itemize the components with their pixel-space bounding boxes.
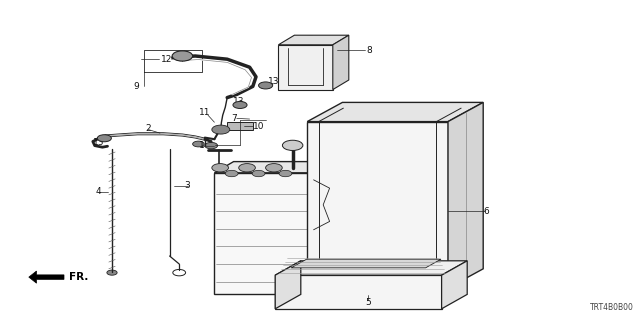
Polygon shape — [307, 122, 448, 288]
Circle shape — [330, 264, 340, 269]
Polygon shape — [442, 261, 467, 309]
Polygon shape — [275, 261, 467, 275]
Text: 13: 13 — [268, 77, 279, 86]
Circle shape — [233, 101, 247, 108]
Text: FR.: FR. — [69, 272, 88, 282]
Circle shape — [205, 142, 218, 149]
Text: 13: 13 — [233, 97, 244, 106]
Polygon shape — [278, 45, 333, 90]
Text: 13: 13 — [93, 138, 105, 147]
Polygon shape — [314, 162, 333, 294]
Circle shape — [212, 125, 230, 134]
Polygon shape — [29, 271, 64, 283]
Circle shape — [172, 51, 193, 61]
Circle shape — [383, 264, 394, 269]
Circle shape — [212, 164, 228, 172]
Circle shape — [97, 135, 111, 142]
Circle shape — [252, 170, 265, 177]
Polygon shape — [278, 35, 349, 45]
Polygon shape — [227, 122, 253, 130]
Text: 1: 1 — [199, 141, 204, 150]
Text: 5: 5 — [365, 298, 371, 307]
Circle shape — [259, 82, 273, 89]
Text: 8: 8 — [367, 46, 372, 55]
Text: 11: 11 — [199, 108, 211, 117]
Text: 3: 3 — [185, 181, 190, 190]
Polygon shape — [275, 261, 301, 309]
Text: 12: 12 — [161, 55, 173, 64]
Text: 2: 2 — [146, 124, 151, 132]
Circle shape — [239, 164, 255, 172]
Polygon shape — [307, 102, 483, 122]
Polygon shape — [214, 173, 314, 294]
Text: 7: 7 — [231, 114, 236, 123]
Text: 4: 4 — [95, 188, 100, 196]
Text: TRT4B0B00: TRT4B0B00 — [589, 303, 634, 312]
Circle shape — [303, 36, 318, 44]
Circle shape — [279, 170, 292, 177]
Text: 10: 10 — [253, 122, 265, 131]
Text: 6: 6 — [484, 207, 489, 216]
Circle shape — [282, 140, 303, 150]
Polygon shape — [448, 102, 483, 288]
Polygon shape — [333, 35, 349, 90]
Polygon shape — [214, 162, 333, 173]
Polygon shape — [291, 259, 441, 268]
Text: 9: 9 — [134, 82, 139, 91]
Circle shape — [266, 164, 282, 172]
Circle shape — [225, 170, 238, 177]
Polygon shape — [275, 275, 442, 309]
Circle shape — [193, 141, 204, 147]
Circle shape — [107, 270, 117, 275]
